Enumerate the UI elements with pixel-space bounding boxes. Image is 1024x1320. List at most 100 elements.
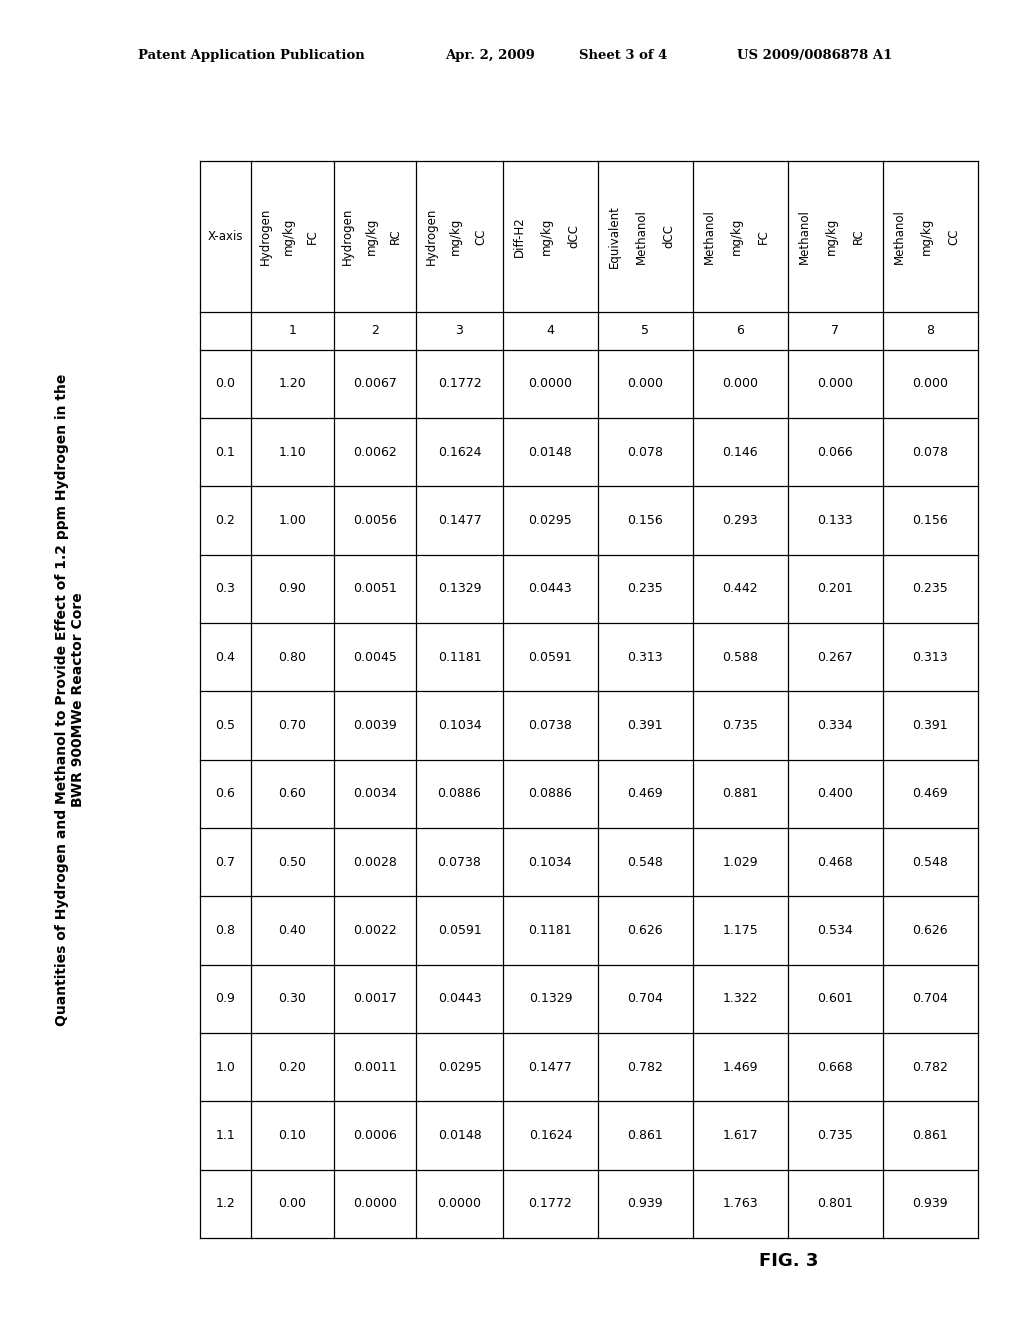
Text: 0.0443: 0.0443: [528, 582, 572, 595]
Text: 0.40: 0.40: [279, 924, 306, 937]
Text: 1: 1: [289, 325, 296, 337]
Text: CC: CC: [474, 228, 487, 244]
Text: 0.0000: 0.0000: [528, 378, 572, 391]
Text: 0.735: 0.735: [817, 1129, 853, 1142]
Text: 0.235: 0.235: [912, 582, 948, 595]
Text: 1.00: 1.00: [279, 513, 306, 527]
Text: 8: 8: [927, 325, 935, 337]
Text: 1.617: 1.617: [723, 1129, 758, 1142]
Text: 0.1: 0.1: [215, 446, 236, 458]
Text: 6: 6: [736, 325, 744, 337]
Text: Methanol: Methanol: [893, 209, 905, 264]
Text: 0.000: 0.000: [817, 378, 853, 391]
Text: 0.0591: 0.0591: [437, 924, 481, 937]
Text: 0.391: 0.391: [912, 719, 948, 733]
Text: 1.763: 1.763: [723, 1197, 758, 1210]
Text: mg/kg: mg/kg: [825, 218, 838, 255]
Text: 0.782: 0.782: [912, 1061, 948, 1073]
Text: 0.442: 0.442: [723, 582, 758, 595]
Text: RC: RC: [388, 228, 401, 244]
Text: Hydrogen: Hydrogen: [425, 207, 437, 265]
Text: mg/kg: mg/kg: [920, 218, 933, 255]
Text: mg/kg: mg/kg: [540, 218, 553, 255]
Text: 0.0738: 0.0738: [437, 855, 481, 869]
Text: 0.588: 0.588: [722, 651, 759, 664]
Text: 0.0017: 0.0017: [353, 993, 396, 1006]
Text: 0.469: 0.469: [628, 787, 664, 800]
Text: Diff-H2: Diff-H2: [513, 216, 525, 257]
Text: 0.0886: 0.0886: [437, 787, 481, 800]
Text: dCC: dCC: [662, 224, 675, 248]
Text: 0.156: 0.156: [912, 513, 948, 527]
Text: 0.313: 0.313: [628, 651, 664, 664]
Text: 0.000: 0.000: [722, 378, 759, 391]
Text: 0.1034: 0.1034: [437, 719, 481, 733]
Text: 0.00: 0.00: [279, 1197, 306, 1210]
Text: US 2009/0086878 A1: US 2009/0086878 A1: [737, 49, 893, 62]
Text: 0.469: 0.469: [912, 787, 948, 800]
Text: Methanol: Methanol: [702, 209, 716, 264]
Text: mg/kg: mg/kg: [283, 218, 295, 255]
Text: 0.0443: 0.0443: [437, 993, 481, 1006]
Text: 0.626: 0.626: [628, 924, 664, 937]
Text: 0.601: 0.601: [817, 993, 853, 1006]
Text: 0.066: 0.066: [817, 446, 853, 458]
Text: dCC: dCC: [567, 224, 580, 248]
Text: 0.0000: 0.0000: [437, 1197, 481, 1210]
Text: 0.1329: 0.1329: [528, 993, 572, 1006]
Text: 0.861: 0.861: [628, 1129, 664, 1142]
Text: 1.175: 1.175: [723, 924, 759, 937]
Text: 0.7: 0.7: [215, 855, 236, 869]
Text: 0.0039: 0.0039: [353, 719, 396, 733]
Text: 0.0: 0.0: [215, 378, 236, 391]
Text: 0.1181: 0.1181: [437, 651, 481, 664]
Text: Methanol: Methanol: [635, 209, 648, 264]
Text: 1.0: 1.0: [215, 1061, 236, 1073]
Text: 0.0051: 0.0051: [353, 582, 396, 595]
Text: 0.156: 0.156: [628, 513, 664, 527]
Text: 0.534: 0.534: [817, 924, 853, 937]
Text: FC: FC: [757, 228, 770, 244]
Text: 1.2: 1.2: [215, 1197, 236, 1210]
Text: 1.20: 1.20: [279, 378, 306, 391]
Text: 4: 4: [547, 325, 554, 337]
Text: 1.1: 1.1: [215, 1129, 236, 1142]
Text: 0.80: 0.80: [279, 651, 306, 664]
Text: 0.2: 0.2: [215, 513, 236, 527]
Text: 0.133: 0.133: [817, 513, 853, 527]
Text: 1.469: 1.469: [723, 1061, 758, 1073]
Text: 0.0022: 0.0022: [353, 924, 396, 937]
Text: 0.735: 0.735: [723, 719, 759, 733]
Text: 0.90: 0.90: [279, 582, 306, 595]
Text: 0.0295: 0.0295: [528, 513, 572, 527]
Text: 1.029: 1.029: [723, 855, 758, 869]
Text: 1.10: 1.10: [279, 446, 306, 458]
Text: mg/kg: mg/kg: [365, 218, 378, 255]
Text: 2: 2: [371, 325, 379, 337]
Text: RC: RC: [852, 228, 865, 244]
Text: Apr. 2, 2009: Apr. 2, 2009: [445, 49, 536, 62]
Text: mg/kg: mg/kg: [730, 218, 742, 255]
Text: 0.30: 0.30: [279, 993, 306, 1006]
Text: 0.400: 0.400: [817, 787, 853, 800]
Text: 0.000: 0.000: [628, 378, 664, 391]
Text: 0.704: 0.704: [628, 993, 664, 1006]
Text: 0.078: 0.078: [628, 446, 664, 458]
Text: Hydrogen: Hydrogen: [259, 207, 271, 265]
Text: 0.70: 0.70: [279, 719, 306, 733]
Text: 0.626: 0.626: [912, 924, 948, 937]
Text: 0.334: 0.334: [817, 719, 853, 733]
Text: 0.1624: 0.1624: [437, 446, 481, 458]
Text: 0.235: 0.235: [628, 582, 664, 595]
Text: 0.293: 0.293: [723, 513, 758, 527]
Text: 0.267: 0.267: [817, 651, 853, 664]
Text: 0.801: 0.801: [817, 1197, 853, 1210]
Text: 0.20: 0.20: [279, 1061, 306, 1073]
Text: 0.1477: 0.1477: [528, 1061, 572, 1073]
Text: 0.1477: 0.1477: [437, 513, 481, 527]
Text: 5: 5: [641, 325, 649, 337]
Text: 0.1034: 0.1034: [528, 855, 572, 869]
Text: 0.782: 0.782: [628, 1061, 664, 1073]
Text: 0.146: 0.146: [723, 446, 758, 458]
Text: X-axis: X-axis: [208, 230, 243, 243]
